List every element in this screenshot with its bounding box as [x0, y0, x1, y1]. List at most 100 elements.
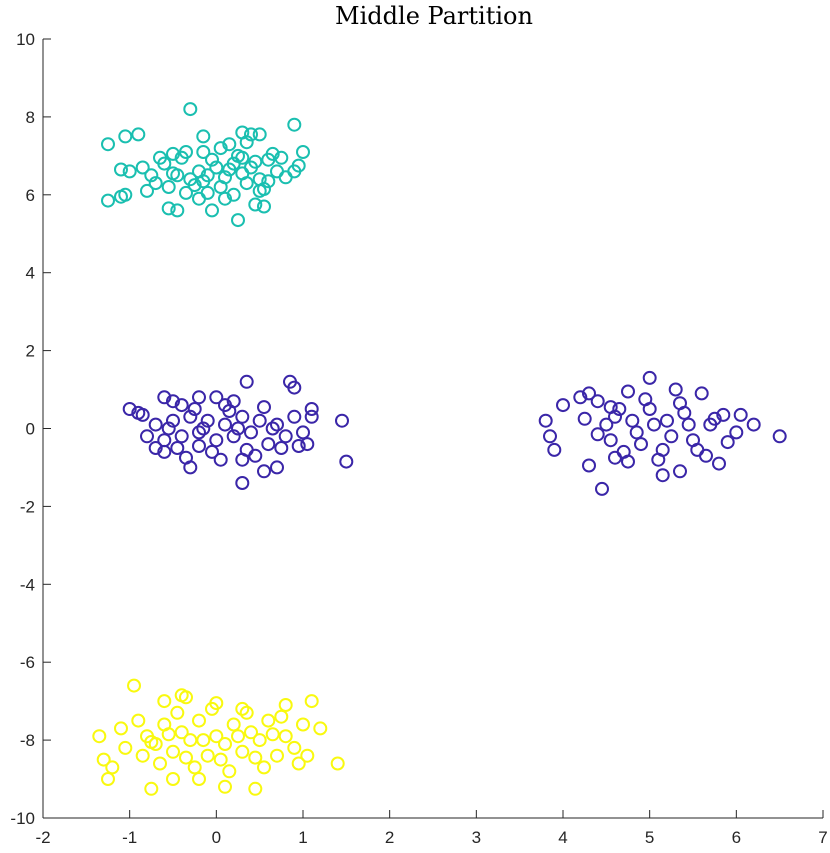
data-point — [183, 733, 198, 748]
data-point — [673, 464, 687, 479]
data-point — [339, 454, 354, 469]
data-point — [235, 701, 250, 716]
data-point — [772, 429, 787, 444]
data-point — [166, 413, 180, 428]
data-point — [96, 752, 111, 767]
data-point — [655, 442, 670, 457]
data-point — [192, 390, 206, 405]
data-point — [707, 411, 722, 426]
data-point — [101, 193, 115, 208]
data-point — [148, 176, 163, 191]
data-point — [248, 448, 263, 463]
data-point — [209, 729, 224, 744]
data-point — [603, 400, 618, 415]
data-point — [621, 454, 635, 469]
data-point — [161, 201, 176, 216]
data-point — [131, 713, 146, 728]
x-tick-label: 6 — [732, 828, 741, 847]
data-point — [248, 781, 263, 796]
data-point — [296, 145, 310, 159]
data-point — [118, 740, 133, 755]
data-point — [296, 425, 310, 440]
data-point — [270, 417, 284, 432]
data-point — [235, 150, 250, 165]
data-point — [161, 180, 176, 194]
data-point — [218, 779, 232, 794]
data-point — [590, 427, 605, 442]
data-point — [248, 750, 263, 765]
data-point — [590, 394, 605, 409]
data-point — [244, 725, 258, 740]
data-point — [278, 429, 293, 444]
data-point — [153, 150, 167, 165]
data-point — [144, 735, 159, 749]
x-tick-label: 0 — [212, 828, 221, 847]
data-point — [101, 772, 115, 786]
data-point — [235, 452, 250, 467]
data-point — [218, 191, 232, 206]
data-point — [270, 164, 284, 179]
data-point — [179, 185, 193, 200]
data-point — [183, 409, 198, 424]
data-point — [205, 701, 219, 716]
data-point — [538, 413, 553, 428]
data-point — [274, 709, 289, 724]
data-point — [595, 481, 609, 496]
data-point — [335, 413, 349, 428]
data-point — [222, 764, 237, 779]
data-point — [196, 421, 211, 436]
data-point — [205, 203, 219, 218]
data-point — [248, 154, 263, 169]
data-point — [179, 450, 193, 465]
data-point — [122, 402, 137, 416]
data-point — [231, 729, 245, 744]
data-point — [287, 380, 302, 395]
data-point — [313, 721, 328, 736]
data-point — [135, 407, 150, 422]
x-tick-label: 7 — [818, 828, 827, 847]
data-point — [270, 748, 284, 763]
data-point — [114, 162, 128, 177]
data-point — [209, 160, 224, 175]
x-tick-label: 2 — [385, 828, 394, 847]
data-point — [252, 127, 267, 142]
data-point — [200, 748, 215, 763]
series-2 — [92, 678, 345, 796]
data-point — [300, 748, 315, 763]
data-point — [174, 725, 189, 740]
x-tick-label: -1 — [122, 828, 137, 847]
data-point — [131, 127, 146, 142]
data-point — [582, 386, 596, 401]
data-point — [218, 737, 232, 751]
data-point — [629, 425, 644, 440]
x-tick-label: -2 — [35, 828, 50, 847]
data-point — [157, 433, 172, 448]
data-point — [196, 174, 211, 189]
y-tick-label: 0 — [26, 420, 35, 439]
data-point — [161, 727, 176, 742]
data-point — [681, 417, 696, 432]
data-point — [304, 409, 319, 424]
data-point — [660, 413, 674, 428]
data-point — [712, 456, 726, 471]
data-point — [261, 713, 276, 728]
data-point — [196, 733, 211, 748]
data-point — [655, 468, 670, 483]
data-point — [543, 429, 557, 444]
data-point — [127, 678, 141, 693]
data-point — [218, 398, 232, 413]
data-point — [603, 433, 618, 448]
data-point — [248, 197, 263, 212]
data-point — [304, 402, 319, 416]
data-point — [200, 185, 215, 200]
data-point — [144, 168, 159, 183]
data-point — [582, 458, 596, 473]
y-tick-label: 6 — [26, 186, 35, 205]
data-point — [638, 392, 653, 407]
data-point — [239, 374, 254, 389]
data-point — [265, 727, 280, 742]
data-point — [239, 705, 254, 720]
data-point — [218, 417, 232, 432]
